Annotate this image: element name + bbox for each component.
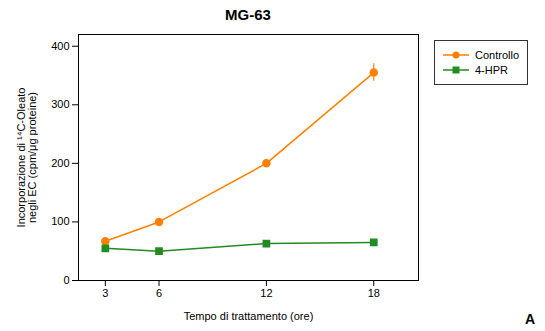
svg-text:200: 200 [51,157,69,169]
html-text:MG-63: MG-63 [225,6,271,23]
svg-text:300: 300 [51,98,69,110]
svg-text:12: 12 [260,287,272,299]
html-text:4-HPR: 4-HPR [475,64,508,76]
svg-text:400: 400 [51,40,69,52]
svg-text:3: 3 [102,287,108,299]
svg-text:6: 6 [156,287,162,299]
svg-text:18: 18 [368,287,380,299]
svg-text:100: 100 [51,215,69,227]
svg-text:0: 0 [63,274,69,286]
svg-text:Incorporazione di ¹⁴C-Oleatone: Incorporazione di ¹⁴C-Oleatonegli EC (cp… [15,88,38,228]
html-text:Controllo: Controllo [475,49,519,61]
svg-text:Tempo di trattamento (ore): Tempo di trattamento (ore) [184,310,314,322]
html-text:A: A [524,311,535,327]
